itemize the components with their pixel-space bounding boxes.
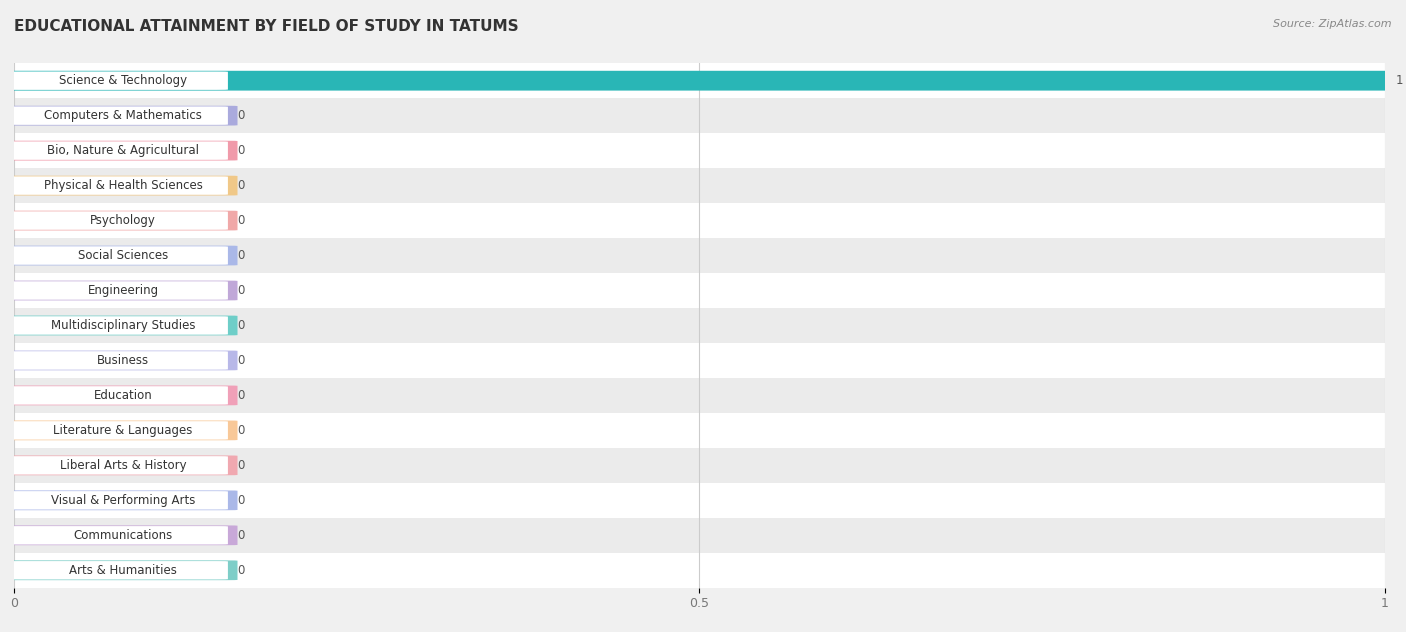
Text: Engineering: Engineering <box>87 284 159 297</box>
Text: Multidisciplinary Studies: Multidisciplinary Studies <box>51 319 195 332</box>
Text: Visual & Performing Arts: Visual & Performing Arts <box>51 494 195 507</box>
FancyBboxPatch shape <box>7 526 228 545</box>
FancyBboxPatch shape <box>7 351 228 370</box>
Text: 0: 0 <box>238 459 245 472</box>
Text: Science & Technology: Science & Technology <box>59 74 187 87</box>
FancyBboxPatch shape <box>3 420 238 441</box>
FancyBboxPatch shape <box>7 491 228 509</box>
FancyBboxPatch shape <box>3 490 238 510</box>
Text: 0: 0 <box>238 354 245 367</box>
Bar <box>14 553 1385 588</box>
Text: 0: 0 <box>238 109 245 122</box>
FancyBboxPatch shape <box>3 351 238 370</box>
Bar <box>14 483 1385 518</box>
Text: 0: 0 <box>238 179 245 192</box>
Text: 0: 0 <box>238 319 245 332</box>
Text: Source: ZipAtlas.com: Source: ZipAtlas.com <box>1274 19 1392 29</box>
FancyBboxPatch shape <box>3 210 238 231</box>
Bar <box>14 448 1385 483</box>
Bar <box>14 63 1385 98</box>
FancyBboxPatch shape <box>7 176 228 195</box>
Bar <box>14 308 1385 343</box>
Bar <box>14 343 1385 378</box>
FancyBboxPatch shape <box>3 106 238 126</box>
FancyBboxPatch shape <box>3 141 238 161</box>
Bar <box>14 238 1385 273</box>
Text: EDUCATIONAL ATTAINMENT BY FIELD OF STUDY IN TATUMS: EDUCATIONAL ATTAINMENT BY FIELD OF STUDY… <box>14 19 519 34</box>
FancyBboxPatch shape <box>7 211 228 230</box>
FancyBboxPatch shape <box>7 421 228 440</box>
Text: Arts & Humanities: Arts & Humanities <box>69 564 177 577</box>
FancyBboxPatch shape <box>7 386 228 404</box>
Text: Business: Business <box>97 354 149 367</box>
Bar <box>14 133 1385 168</box>
Bar <box>14 168 1385 203</box>
FancyBboxPatch shape <box>3 315 238 336</box>
FancyBboxPatch shape <box>3 71 1396 90</box>
Text: 0: 0 <box>238 424 245 437</box>
FancyBboxPatch shape <box>7 246 228 265</box>
Text: Social Sciences: Social Sciences <box>77 249 169 262</box>
FancyBboxPatch shape <box>3 176 238 195</box>
Text: Bio, Nature & Agricultural: Bio, Nature & Agricultural <box>46 144 200 157</box>
Bar <box>14 518 1385 553</box>
Text: 0: 0 <box>238 389 245 402</box>
Bar <box>14 98 1385 133</box>
FancyBboxPatch shape <box>7 281 228 300</box>
Bar <box>14 203 1385 238</box>
FancyBboxPatch shape <box>7 316 228 335</box>
Bar <box>14 273 1385 308</box>
Text: 0: 0 <box>238 249 245 262</box>
Bar <box>14 378 1385 413</box>
Bar <box>14 413 1385 448</box>
FancyBboxPatch shape <box>7 71 228 90</box>
Text: Communications: Communications <box>73 529 173 542</box>
Text: 0: 0 <box>238 494 245 507</box>
FancyBboxPatch shape <box>3 246 238 265</box>
Text: 0: 0 <box>238 144 245 157</box>
Text: Psychology: Psychology <box>90 214 156 227</box>
FancyBboxPatch shape <box>3 561 238 580</box>
FancyBboxPatch shape <box>3 525 238 545</box>
Text: Liberal Arts & History: Liberal Arts & History <box>59 459 187 472</box>
Text: Physical & Health Sciences: Physical & Health Sciences <box>44 179 202 192</box>
FancyBboxPatch shape <box>7 456 228 475</box>
Text: Computers & Mathematics: Computers & Mathematics <box>44 109 202 122</box>
Text: 0: 0 <box>238 564 245 577</box>
Text: 0: 0 <box>238 529 245 542</box>
Text: 1: 1 <box>1396 74 1403 87</box>
FancyBboxPatch shape <box>3 281 238 300</box>
FancyBboxPatch shape <box>3 386 238 405</box>
Text: Education: Education <box>94 389 152 402</box>
Text: 0: 0 <box>238 284 245 297</box>
FancyBboxPatch shape <box>7 142 228 160</box>
FancyBboxPatch shape <box>3 456 238 475</box>
FancyBboxPatch shape <box>7 561 228 580</box>
Text: 0: 0 <box>238 214 245 227</box>
FancyBboxPatch shape <box>7 106 228 125</box>
Text: Literature & Languages: Literature & Languages <box>53 424 193 437</box>
